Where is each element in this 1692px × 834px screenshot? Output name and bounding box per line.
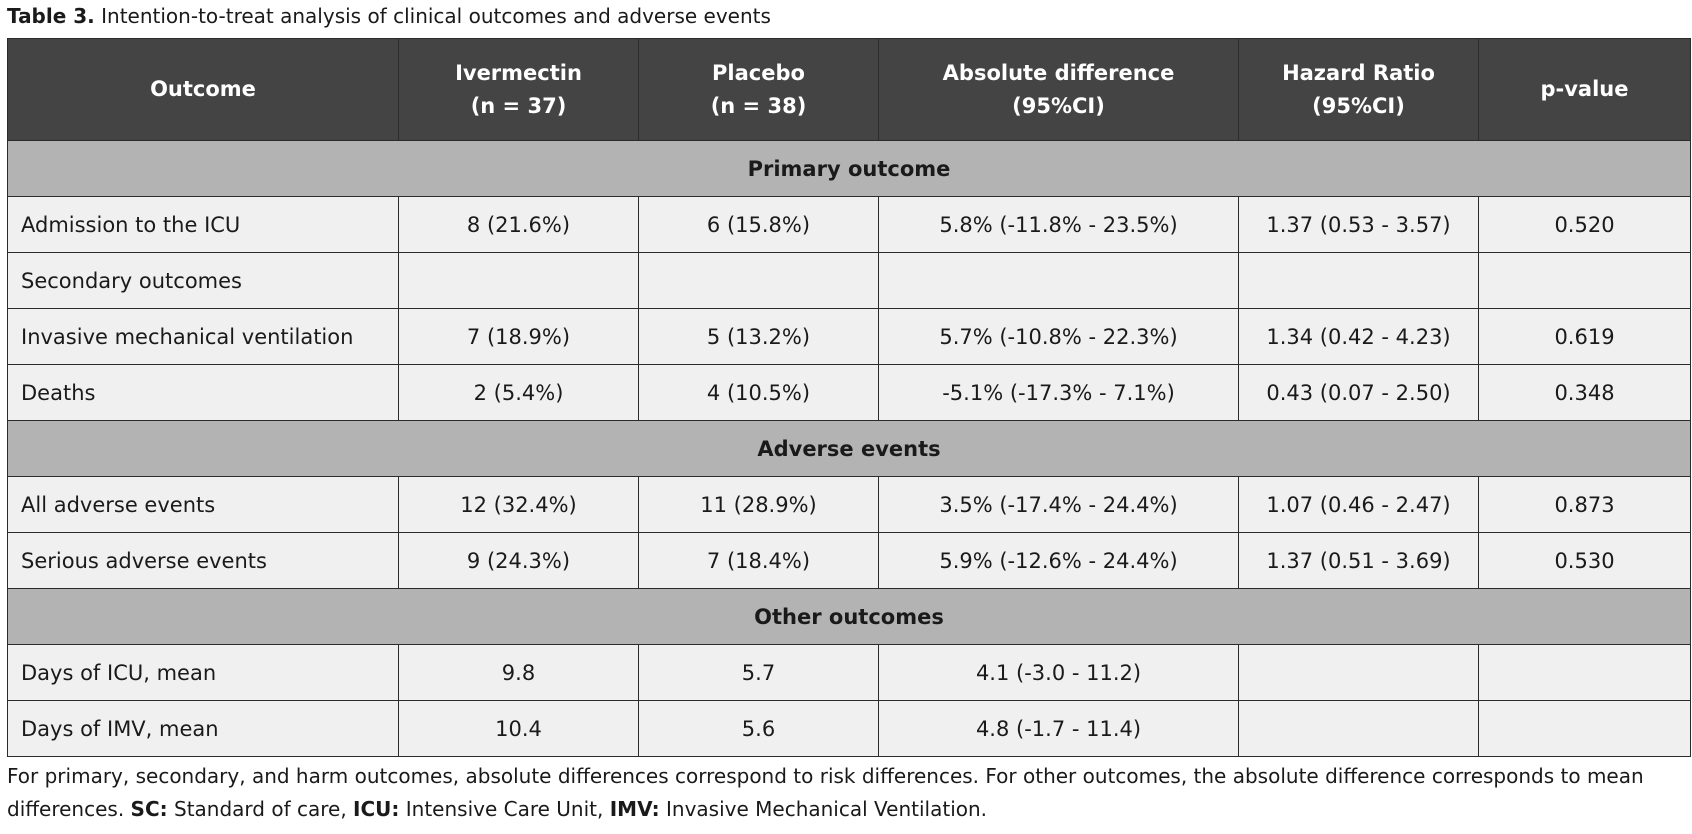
cell-placebo [638,252,879,309]
table-caption-text: Intention-to-treat analysis of clinical … [94,4,771,28]
cell-absolute-difference [878,252,1239,309]
table-caption: Table 3. Intention-to-treat analysis of … [7,2,771,30]
cell-absolute-difference: 4.1 (-3.0 - 11.2) [878,644,1239,701]
cell-placebo: 4 (10.5%) [638,364,879,421]
header-pvalue-label: p-value [1540,77,1629,101]
header-placebo: Placebo (n = 38) [638,38,879,141]
footnote-imv-text: Invasive Mechanical Ventilation. [659,797,988,821]
cell-p-value [1478,252,1691,309]
footnote-text: For primary, secondary, and harm outcome… [7,764,1644,821]
cell-p-value: 0.348 [1478,364,1691,421]
table-row: Deaths 2 (5.4%) 4 (10.5%) -5.1% (-17.3% … [7,364,1691,421]
footnote-icu-text: Intensive Care Unit, [399,797,610,821]
section-label-other-outcomes: Other outcomes [7,588,1691,645]
cell-outcome: Deaths [7,364,399,421]
cell-placebo: 6 (15.8%) [638,196,879,253]
cell-ivermectin: 10.4 [398,700,639,757]
header-placebo-n: (n = 38) [710,93,807,118]
table-header-row: Outcome Ivermectin (n = 37) Placebo (n = 3… [7,38,1691,141]
header-placebo-label: Placebo [712,60,805,85]
cell-absolute-difference: 5.8% (-11.8% - 23.5%) [878,196,1239,253]
footnote-imv-abbr: IMV: [609,797,660,821]
cell-absolute-difference: -5.1% (-17.3% - 7.1%) [878,364,1239,421]
cell-p-value: 0.530 [1478,532,1691,589]
cell-hazard-ratio: 1.34 (0.42 - 4.23) [1238,308,1479,365]
section-row-adverse-events: Adverse events [7,420,1691,477]
cell-outcome: Secondary outcomes [7,252,399,309]
cell-outcome: Days of IMV, mean [7,700,399,757]
cell-hazard-ratio: 1.07 (0.46 - 2.47) [1238,476,1479,533]
section-row-primary-outcome: Primary outcome [7,140,1691,197]
header-outcome-label: Outcome [150,77,256,101]
section-label-adverse-events: Adverse events [7,420,1691,477]
cell-hazard-ratio: 1.37 (0.51 - 3.69) [1238,532,1479,589]
cell-outcome: Serious adverse events [7,532,399,589]
cell-ivermectin: 2 (5.4%) [398,364,639,421]
footnote-sc-abbr: SC: [130,797,168,821]
header-absdiff-ci: (95%CI) [1012,93,1105,118]
header-ivermectin-n: (n = 37) [470,93,567,118]
header-ivermectin-label: Ivermectin [455,60,582,85]
table-row: Days of ICU, mean 9.8 5.7 4.1 (-3.0 - 11… [7,644,1691,701]
cell-absolute-difference: 3.5% (-17.4% - 24.4%) [878,476,1239,533]
cell-hazard-ratio [1238,644,1479,701]
section-row-other-outcomes: Other outcomes [7,588,1691,645]
section-label-primary-outcome: Primary outcome [7,140,1691,197]
cell-ivermectin: 7 (18.9%) [398,308,639,365]
table-row: Secondary outcomes [7,252,1691,309]
header-hazard-ratio: Hazard Ratio (95%CI) [1238,38,1479,141]
header-absolute-difference: Absolute difference (95%CI) [878,38,1239,141]
table-row: Days of IMV, mean 10.4 5.6 4.8 (-1.7 - 1… [7,700,1691,757]
cell-ivermectin [398,252,639,309]
cell-placebo: 5.6 [638,700,879,757]
cell-hazard-ratio: 0.43 (0.07 - 2.50) [1238,364,1479,421]
table-row: Invasive mechanical ventilation 7 (18.9%… [7,308,1691,365]
cell-absolute-difference: 5.7% (-10.8% - 22.3%) [878,308,1239,365]
footnote-sc-text: Standard of care, [167,797,354,821]
header-ivermectin: Ivermectin (n = 37) [398,38,639,141]
cell-outcome: Admission to the ICU [7,196,399,253]
cell-ivermectin: 9 (24.3%) [398,532,639,589]
cell-p-value [1478,700,1691,757]
table-row: Admission to the ICU 8 (21.6%) 6 (15.8%)… [7,196,1691,253]
header-hr-ci: (95%CI) [1312,93,1405,118]
cell-hazard-ratio: 1.37 (0.53 - 3.57) [1238,196,1479,253]
header-absdiff-label: Absolute difference [942,60,1175,85]
cell-hazard-ratio [1238,252,1479,309]
cell-placebo: 7 (18.4%) [638,532,879,589]
cell-outcome: All adverse events [7,476,399,533]
header-p-value: p-value [1478,38,1691,141]
cell-absolute-difference: 4.8 (-1.7 - 11.4) [878,700,1239,757]
cell-placebo: 5 (13.2%) [638,308,879,365]
footnote-icu-abbr: ICU: [353,797,400,821]
cell-p-value: 0.619 [1478,308,1691,365]
outcomes-table: Outcome Ivermectin (n = 37) Placebo (n = 3… [7,38,1691,757]
cell-ivermectin: 9.8 [398,644,639,701]
cell-placebo: 11 (28.9%) [638,476,879,533]
cell-absolute-difference: 5.9% (-12.6% - 24.4%) [878,532,1239,589]
cell-outcome: Invasive mechanical ventilation [7,308,399,365]
header-outcome: Outcome [7,38,399,141]
cell-ivermectin: 8 (21.6%) [398,196,639,253]
cell-hazard-ratio [1238,700,1479,757]
cell-p-value [1478,644,1691,701]
header-hr-label: Hazard Ratio [1282,60,1435,85]
cell-p-value: 0.873 [1478,476,1691,533]
cell-placebo: 5.7 [638,644,879,701]
cell-outcome: Days of ICU, mean [7,644,399,701]
cell-ivermectin: 12 (32.4%) [398,476,639,533]
table-footnote: For primary, secondary, and harm outcome… [7,760,1687,826]
table-row: All adverse events 12 (32.4%) 11 (28.9%)… [7,476,1691,533]
cell-p-value: 0.520 [1478,196,1691,253]
table-caption-label: Table 3. [7,4,95,28]
table-row: Serious adverse events 9 (24.3%) 7 (18.4… [7,532,1691,589]
